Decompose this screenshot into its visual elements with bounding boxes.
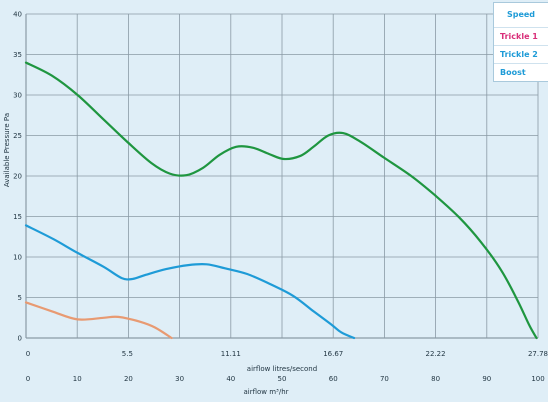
- series-line-trickle-1: [24, 301, 173, 340]
- x-tick-label-secondary: 100: [531, 375, 544, 383]
- legend-item-trickle-1: Trickle 1: [494, 28, 548, 46]
- y-tick-label: 5: [18, 294, 22, 302]
- y-tick-label: 15: [13, 213, 22, 221]
- series-line-trickle-2: [24, 224, 356, 340]
- x-tick-label: 22.22: [426, 350, 446, 358]
- x-tick-label-secondary: 40: [226, 375, 235, 383]
- x-tick-label-secondary: 90: [482, 375, 491, 383]
- x-tick-label: 5.5: [122, 350, 133, 358]
- x-tick-label-secondary: 70: [380, 375, 389, 383]
- y-tick-label: 0: [18, 335, 22, 343]
- x-axis-title: airflow litres/second: [247, 365, 317, 373]
- series-layer: [24, 61, 538, 340]
- y-tick-label: 25: [13, 132, 22, 140]
- x-tick-label-secondary: 20: [124, 375, 133, 383]
- x-tick-label-secondary: 50: [278, 375, 287, 383]
- y-tick-label: 40: [13, 11, 22, 19]
- y-axis-title: Available Pressure Pa: [3, 113, 11, 187]
- x-tick-label-secondary: 30: [175, 375, 184, 383]
- y-tick-label: 30: [13, 92, 22, 100]
- x-tick-label-secondary: 0: [26, 375, 30, 383]
- y-tick-label: 35: [13, 51, 22, 59]
- x-tick-label-secondary: 10: [73, 375, 82, 383]
- x-tick-label: 11.11: [221, 350, 241, 358]
- x-tick-label: 27.78: [528, 350, 548, 358]
- x-axis-title-secondary: airflow m³/hr: [243, 388, 288, 396]
- x-tick-label-secondary: 60: [329, 375, 338, 383]
- legend-header: Speed: [494, 3, 548, 28]
- legend-item-boost: Boost: [500, 68, 526, 77]
- tick-labels: 0 5 10 15 20 25 30 35 40 0 10 20 30 40 50 60 70 80 90 100 0 5…: [13, 11, 548, 384]
- y-tick-label: 10: [13, 254, 22, 262]
- legend: Speed Trickle 1 Trickle 2 Boost: [493, 2, 548, 82]
- legend-item-trickle-2: Trickle 2: [494, 46, 548, 64]
- x-tick-label-secondary: 80: [431, 375, 440, 383]
- grid: [25, 13, 539, 339]
- y-tick-label: 20: [13, 173, 22, 181]
- series-line-boost: [24, 61, 538, 340]
- x-tick-label: 0: [26, 350, 30, 358]
- x-tick-label: 16.67: [323, 350, 343, 358]
